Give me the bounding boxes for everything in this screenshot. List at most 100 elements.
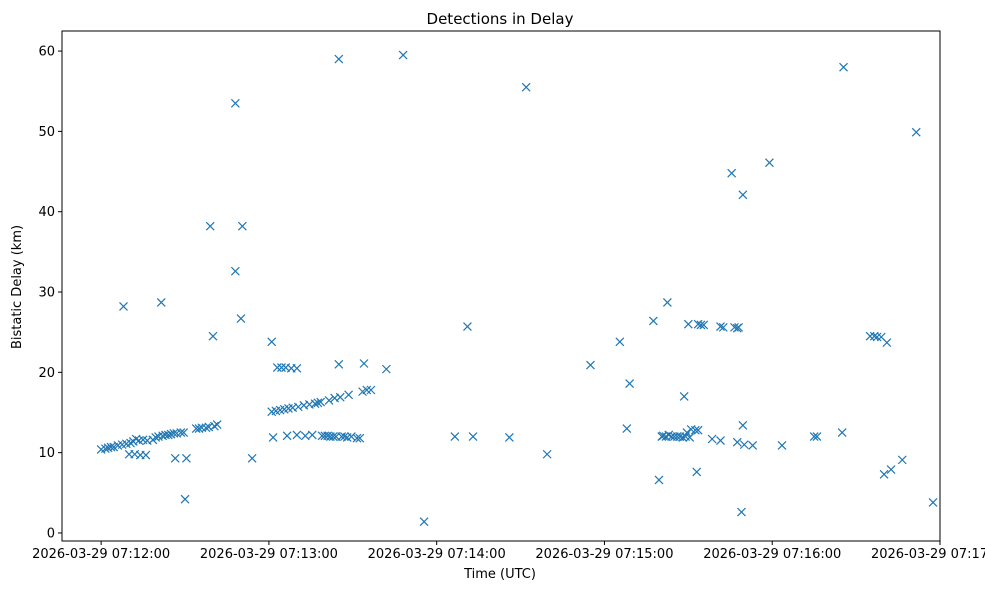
data-point-x-marker: [119, 302, 128, 311]
plot-frame: [61, 30, 941, 542]
data-point-x-marker: [230, 98, 240, 108]
data-point-x-marker: [272, 363, 282, 372]
data-point-x-marker: [693, 425, 703, 435]
data-point-x-marker: [468, 432, 478, 442]
data-point-x-marker: [765, 158, 774, 168]
data-point-x-marker: [335, 392, 345, 402]
data-point-x-marker: [334, 359, 344, 369]
data-point-x-marker: [504, 432, 514, 442]
data-point-x-marker: [170, 453, 180, 463]
data-point-x-marker: [734, 322, 744, 332]
data-point-x-marker: [732, 437, 742, 447]
data-point-x-marker: [654, 475, 664, 485]
data-point-x-marker: [100, 444, 110, 454]
y-tick-label: 20: [38, 366, 55, 381]
data-point-x-marker: [730, 322, 739, 332]
data-point-x-marker: [366, 385, 376, 395]
data-point-x-marker: [664, 430, 674, 440]
data-point-x-marker: [737, 507, 746, 517]
data-point-x-marker: [586, 360, 595, 370]
data-point-x-marker: [521, 82, 531, 92]
data-point-x-marker: [201, 423, 211, 433]
data-point-x-marker: [809, 432, 819, 442]
data-point-x-marker: [212, 420, 222, 429]
data-point-x-marker: [542, 449, 552, 459]
data-point-x-marker: [344, 390, 354, 400]
data-point-x-marker: [163, 430, 173, 440]
data-point-x-marker: [928, 498, 938, 507]
data-point-x-marker: [739, 440, 749, 450]
data-point-x-marker: [300, 431, 310, 441]
data-point-x-marker: [180, 494, 190, 504]
data-point-x-marker: [268, 432, 278, 442]
data-point-x-marker: [176, 428, 186, 437]
data-point-x-marker: [156, 298, 166, 307]
data-point-x-marker: [381, 364, 391, 374]
data-point-x-marker: [622, 424, 632, 433]
data-point-x-marker: [463, 322, 472, 331]
y-axis-label: Bistatic Delay (km): [10, 225, 25, 349]
data-point-x-marker: [355, 433, 365, 443]
y-tick-label: 50: [38, 125, 55, 140]
data-point-x-marker: [748, 441, 758, 450]
x-axis-label: Time (UTC): [463, 567, 536, 582]
data-point-x-marker: [292, 363, 302, 373]
data-points: [96, 50, 938, 527]
data-point-x-marker: [897, 455, 907, 465]
data-point-x-marker: [777, 441, 787, 450]
data-point-x-marker: [679, 392, 689, 401]
x-tick-label: 2026-03-29 07:12:00: [32, 547, 170, 562]
y-tick-label: 10: [38, 446, 55, 461]
data-point-x-marker: [179, 428, 189, 437]
data-point-x-marker: [247, 453, 257, 463]
data-point-x-marker: [882, 338, 892, 348]
x-tick-label: 2026-03-29 07:16:00: [703, 547, 841, 562]
data-point-x-marker: [339, 432, 349, 442]
data-point-x-marker: [837, 428, 847, 437]
data-point-x-marker: [346, 432, 356, 442]
data-point-x-marker: [151, 432, 161, 442]
data-point-x-marker: [716, 322, 725, 331]
data-point-x-marker: [812, 432, 822, 442]
data-point-x-marker: [292, 430, 302, 440]
data-point-x-marker: [194, 424, 204, 433]
data-point-x-marker: [869, 331, 879, 341]
data-point-x-marker: [738, 190, 748, 200]
x-tick-label: 2026-03-29 07:14:00: [368, 547, 506, 562]
data-point-x-marker: [886, 465, 896, 474]
data-point-x-marker: [277, 363, 286, 372]
data-point-x-marker: [685, 432, 695, 442]
data-point-x-marker: [182, 453, 191, 463]
data-point-x-marker: [352, 433, 362, 443]
data-point-x-marker: [738, 420, 748, 430]
data-point-x-marker: [625, 379, 635, 389]
data-point-x-marker: [879, 469, 889, 479]
data-point-x-marker: [911, 127, 921, 137]
data-point-x-marker: [615, 337, 625, 347]
data-point-x-marker: [141, 450, 151, 460]
data-point-x-marker: [205, 221, 215, 231]
data-point-x-marker: [683, 319, 693, 329]
data-point-x-marker: [307, 430, 317, 440]
data-point-x-marker: [126, 438, 135, 448]
data-point-x-marker: [716, 436, 725, 446]
data-point-x-marker: [282, 431, 292, 441]
data-point-x-marker: [450, 432, 460, 442]
data-point-x-marker: [362, 385, 372, 395]
x-tick-label: 2026-03-29 07:15:00: [535, 547, 673, 562]
y-tick-label: 60: [38, 45, 55, 60]
data-point-x-marker: [419, 517, 429, 527]
data-point-x-marker: [727, 168, 737, 178]
data-point-x-marker: [334, 54, 344, 64]
data-point-x-marker: [718, 322, 728, 332]
data-point-x-marker: [328, 432, 338, 442]
axis-ticks: 2026-03-29 07:12:00 2026-03-29 07:13:00 20…: [32, 45, 985, 562]
y-tick-label: 30: [38, 286, 55, 301]
data-point-x-marker: [316, 397, 326, 407]
data-point-x-marker: [230, 266, 240, 276]
data-point-x-marker: [398, 50, 408, 60]
data-point-x-marker: [131, 434, 141, 444]
data-point-x-marker: [209, 421, 219, 431]
data-point-x-marker: [865, 331, 875, 341]
